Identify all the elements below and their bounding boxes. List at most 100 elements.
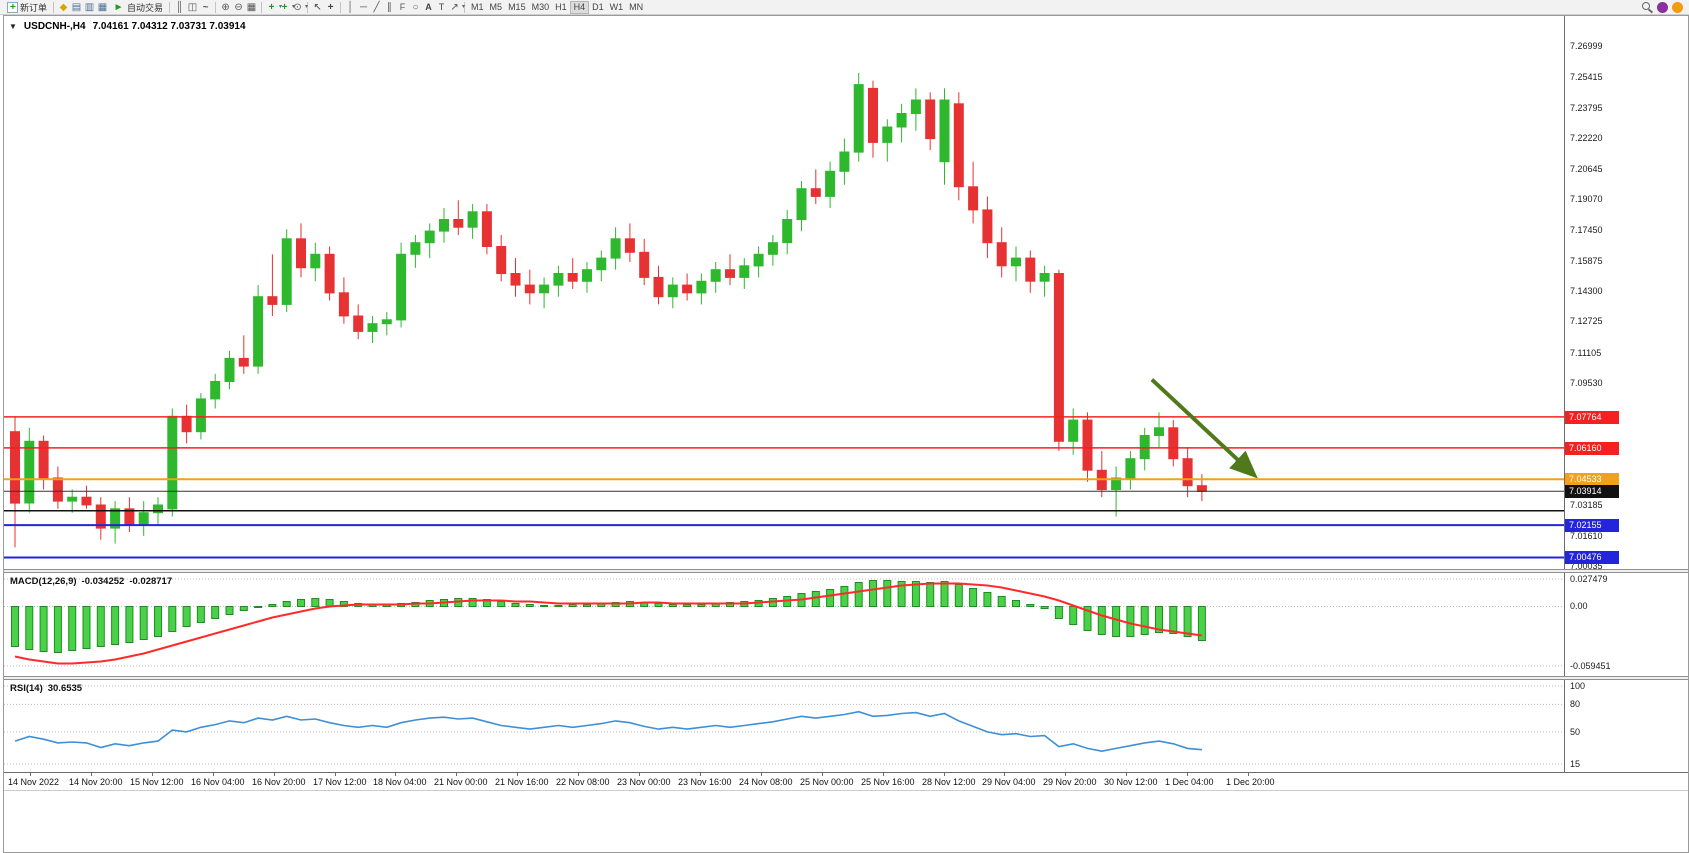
toolbar-separator <box>215 1 217 13</box>
panel-splitter[interactable] <box>4 569 1688 573</box>
macd-value-signal: -0.028717 <box>129 576 173 587</box>
timeframe-h1[interactable]: H1 <box>555 1 567 12</box>
line-chart-icon[interactable] <box>199 1 212 14</box>
timeframe-mn[interactable]: MN <box>629 1 644 12</box>
fibonacci-tool-icon[interactable] <box>396 1 409 14</box>
toolbar-separator <box>53 1 55 13</box>
time-tick <box>1126 773 1127 776</box>
timeframe-m1[interactable]: M1 <box>471 1 484 12</box>
price-tick: 7.19070 <box>1570 194 1603 204</box>
trendline-tool-icon[interactable] <box>370 1 383 14</box>
candlestick-chart-icon[interactable] <box>186 1 199 14</box>
new-order-icon <box>7 1 18 14</box>
time-label: 21 Nov 16:00 <box>495 777 549 787</box>
macd-panel-canvas[interactable] <box>4 573 1564 677</box>
time-tick <box>822 773 823 776</box>
price-tick: 7.01610 <box>1570 531 1603 541</box>
shapes-tool-icon[interactable] <box>409 1 422 14</box>
price-badge: 7.03914 <box>1565 485 1619 498</box>
label-tool-icon[interactable] <box>435 1 448 14</box>
price-badge: 7.00476 <box>1565 551 1619 564</box>
text-tool-icon[interactable] <box>422 1 435 14</box>
new-order-button[interactable]: 新订单 <box>4 1 50 14</box>
one-click-trading-toggle-icon[interactable] <box>9 22 17 31</box>
indicators-icon[interactable] <box>278 1 295 14</box>
toolbox-icon[interactable] <box>96 1 109 14</box>
timeframe-m5[interactable]: M5 <box>489 1 503 12</box>
time-tick <box>700 773 701 776</box>
toolbar-separator <box>261 1 263 13</box>
new-order-label: 新订单 <box>20 2 48 13</box>
horizontal-line-tool-icon[interactable] <box>357 1 370 14</box>
channel-tool-icon[interactable] <box>383 1 396 14</box>
arrows-tool-icon[interactable] <box>448 1 465 14</box>
new-chart-icon[interactable] <box>265 1 282 14</box>
crosshair-icon[interactable] <box>324 1 337 14</box>
price-tick: 7.22220 <box>1570 133 1603 143</box>
rsi-value: 30.6535 <box>47 683 83 694</box>
rsi-indicator-label: RSI(14) 30.6535 <box>10 683 82 694</box>
price-tick: 7.17450 <box>1570 225 1603 235</box>
timeframe-h4[interactable]: H4 <box>569 0 590 14</box>
time-tick <box>578 773 579 776</box>
cursor-icon[interactable] <box>311 1 324 14</box>
time-tick <box>152 773 153 776</box>
price-tick: 7.26999 <box>1570 41 1603 51</box>
toolbar-separator <box>169 1 171 13</box>
community-icon[interactable] <box>1657 1 1668 13</box>
zoom-out-icon[interactable] <box>232 1 245 14</box>
chart-ohlc-values: 7.04161 7.04312 7.03731 7.03914 <box>92 21 246 32</box>
tile-windows-icon[interactable] <box>245 1 258 14</box>
price-tick: 7.09530 <box>1570 378 1603 388</box>
time-label: 17 Nov 12:00 <box>313 777 367 787</box>
arrow-annotation[interactable] <box>1150 378 1258 479</box>
main-chart-canvas[interactable] <box>4 16 1564 571</box>
mql5-wizard-icon[interactable] <box>57 1 70 14</box>
time-label: 23 Nov 16:00 <box>678 777 732 787</box>
timeframe-w1[interactable]: W1 <box>609 1 624 12</box>
price-badge: 7.02155 <box>1565 519 1619 532</box>
time-label: 21 Nov 00:00 <box>434 777 488 787</box>
timeframe-m15[interactable]: M15 <box>508 1 526 12</box>
macd-signal-line <box>14 582 1203 665</box>
price-tick: 0.00 <box>1570 601 1588 611</box>
time-tick <box>1065 773 1066 776</box>
algo-trading-button[interactable]: 自动交易 <box>109 1 166 14</box>
time-axis[interactable]: 14 Nov 2022 14 Nov 20:00 15 Nov 12:00 16 No… <box>4 772 1688 791</box>
macd-histogram <box>11 580 1206 653</box>
bar-chart-icon[interactable] <box>173 1 186 14</box>
time-tick <box>456 773 457 776</box>
time-tick <box>335 773 336 776</box>
market-watch-icon[interactable] <box>70 1 83 14</box>
price-tick: 7.03185 <box>1570 500 1603 510</box>
price-tick: -0.059451 <box>1570 661 1611 671</box>
time-tick <box>395 773 396 776</box>
price-scale[interactable]: 7.26999 7.25415 7.23795 7.22220 7.20645 7.190… <box>1564 16 1688 772</box>
time-label: 23 Nov 00:00 <box>617 777 671 787</box>
timeframe-d1[interactable]: D1 <box>592 1 604 12</box>
time-label: 28 Nov 12:00 <box>922 777 976 787</box>
timeframe-m30[interactable]: M30 <box>531 1 550 12</box>
price-tick: 7.20645 <box>1570 164 1603 174</box>
chart-symbol-period: USDCNH-,H4 <box>23 21 86 32</box>
time-label: 25 Nov 00:00 <box>800 777 854 787</box>
time-label: 22 Nov 08:00 <box>556 777 610 787</box>
price-tick: 100 <box>1570 681 1586 691</box>
panel-splitter[interactable] <box>4 676 1688 680</box>
macd-value-main: -0.034252 <box>81 576 125 587</box>
chart-window: USDCNH-,H4 7.04161 7.04312 7.03731 7.039… <box>3 15 1689 853</box>
rsi-panel-canvas[interactable] <box>4 680 1564 772</box>
macd-label: MACD(12,26,9) <box>10 576 77 587</box>
vertical-line-tool-icon[interactable] <box>344 1 357 14</box>
time-label: 24 Nov 08:00 <box>739 777 793 787</box>
time-label: 14 Nov 2022 <box>8 777 60 787</box>
profile-icon[interactable] <box>1672 1 1683 13</box>
zoom-in-icon[interactable] <box>219 1 232 14</box>
data-window-icon[interactable] <box>83 1 96 14</box>
price-tick: 7.14300 <box>1570 286 1603 296</box>
macd-indicator-label: MACD(12,26,9) -0.034252 -0.028717 <box>10 576 172 587</box>
search-icon[interactable] <box>1640 1 1653 14</box>
time-label: 15 Nov 12:00 <box>130 777 184 787</box>
periods-icon[interactable] <box>291 1 308 14</box>
price-tick: 7.12725 <box>1570 316 1603 326</box>
